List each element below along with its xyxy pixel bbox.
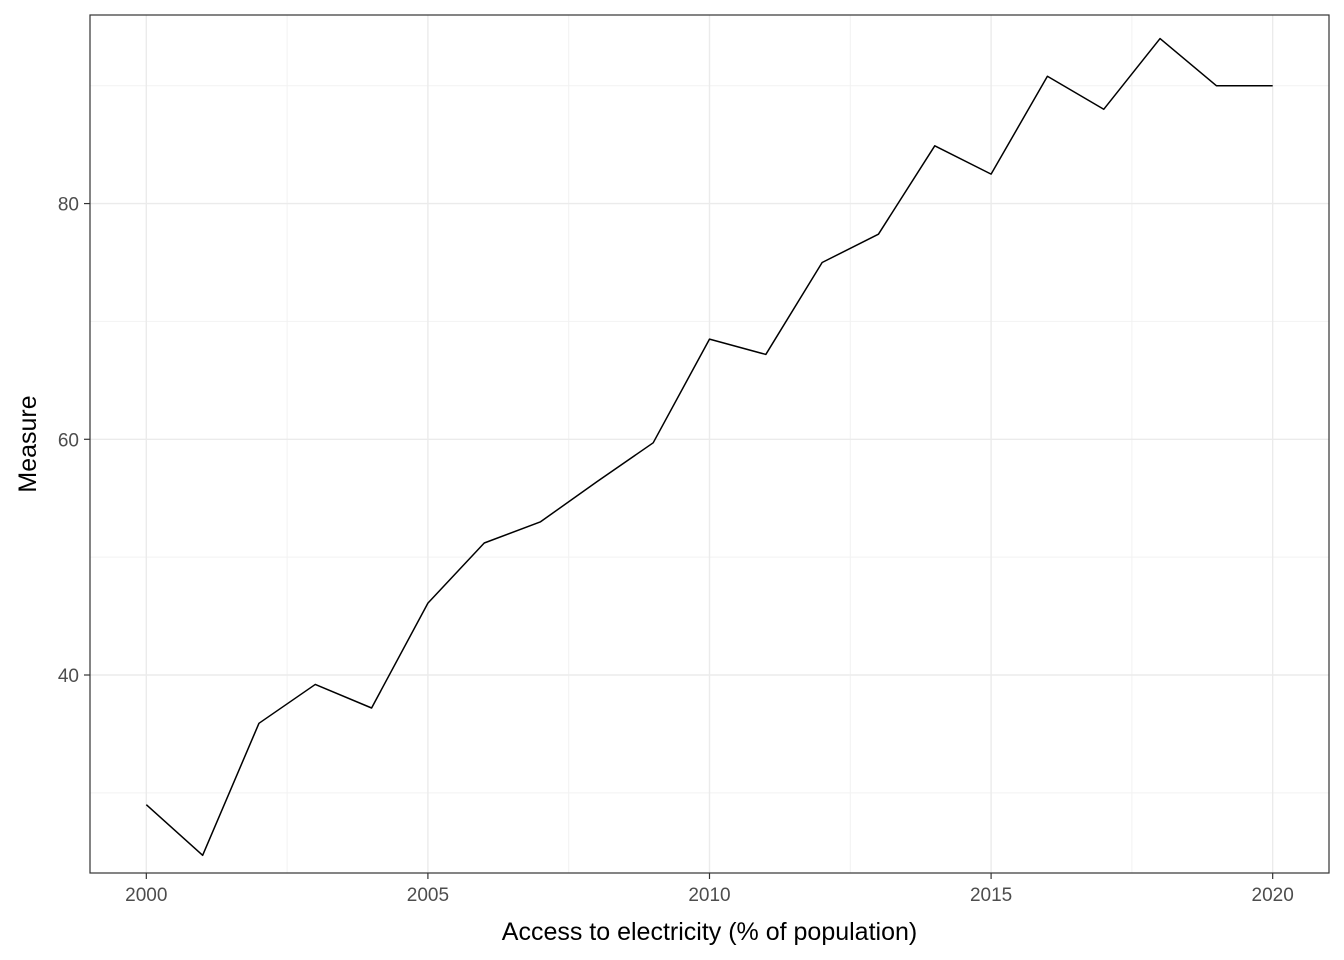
x-tick-label: 2000 bbox=[125, 885, 167, 906]
series-layer bbox=[145, 37, 1273, 857]
y-axis-ticks: 40 60 80 bbox=[58, 195, 90, 687]
x-axis-ticks: 2000 2005 2010 2015 2020 bbox=[125, 873, 1294, 906]
x-axis-title: Access to electricity (% of population) bbox=[502, 918, 917, 946]
major-gridlines bbox=[90, 15, 1329, 873]
series-line-1 bbox=[145, 37, 1273, 857]
y-tick-label: 80 bbox=[58, 195, 79, 216]
x-tick-label: 2005 bbox=[407, 885, 449, 906]
x-tick-label: 2010 bbox=[688, 885, 730, 906]
y-tick-label: 60 bbox=[58, 430, 79, 451]
y-tick-label: 40 bbox=[58, 666, 79, 687]
x-tick-label: 2020 bbox=[1252, 885, 1294, 906]
y-axis-title: Measure bbox=[14, 395, 42, 492]
x-tick-label: 2015 bbox=[970, 885, 1012, 906]
